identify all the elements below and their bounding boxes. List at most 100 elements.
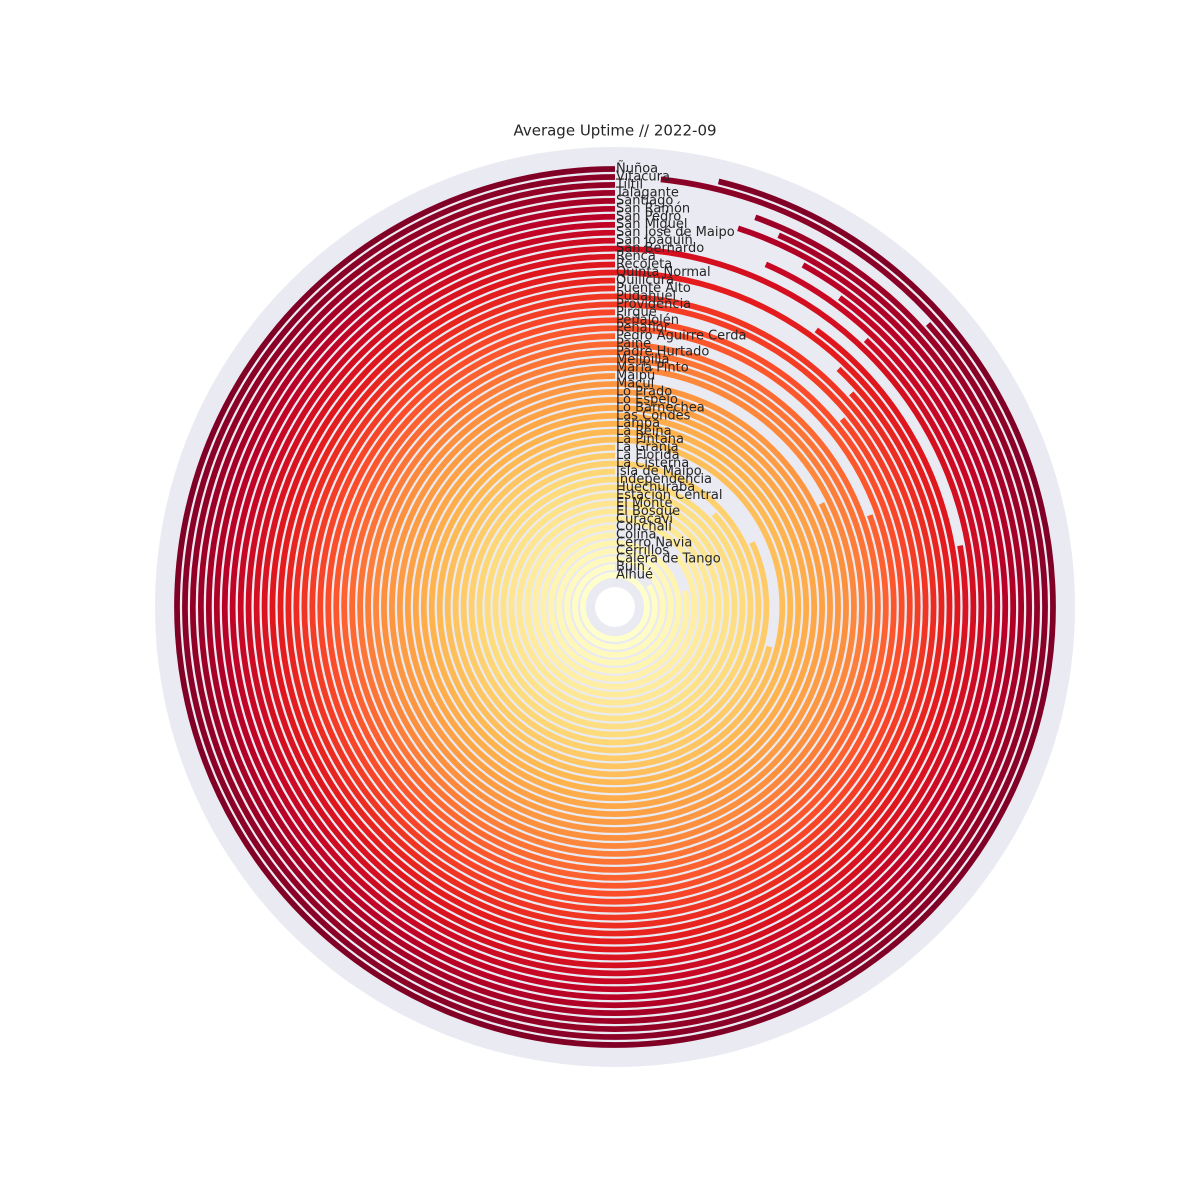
bar: [285, 277, 945, 937]
bar: [301, 293, 929, 921]
category-label: Huechuraba: [616, 480, 695, 495]
bar: [444, 436, 786, 778]
bar: [548, 540, 682, 674]
category-label: María Pinto: [616, 361, 689, 376]
category-label: Lo Barnechea: [616, 400, 705, 415]
category-label: Alhué: [616, 568, 653, 583]
bar: [261, 253, 969, 961]
category-label: Talagante: [615, 185, 679, 200]
category-label: El Bosque: [616, 504, 680, 519]
category-label: Renca: [616, 249, 656, 264]
bar: [205, 197, 1025, 1017]
category-label: Maipú: [616, 368, 655, 383]
bar: [198, 190, 1032, 1024]
center-hole: [595, 587, 635, 627]
bar: [237, 229, 993, 985]
bar: [476, 468, 754, 746]
category-label: Peñaflor: [616, 321, 670, 336]
bar: [253, 245, 977, 969]
bar: [357, 349, 873, 865]
category-label: Pudahuel: [616, 289, 676, 304]
bar: [500, 492, 730, 722]
category-label: Tiltil: [615, 177, 643, 192]
bar: [540, 532, 690, 682]
category-label: Calera de Tango: [616, 552, 721, 567]
category-label: Isla de Maipo: [616, 464, 702, 479]
bar: [516, 508, 714, 706]
bar: [190, 182, 1040, 1032]
category-label: San José de Maipo: [616, 225, 735, 240]
category-label: Cerro Navia: [616, 536, 692, 551]
category-label: El Monte: [616, 496, 672, 511]
category-label: San Ramón: [616, 201, 690, 216]
category-label: San Bernardo: [616, 241, 704, 256]
bar: [333, 325, 897, 889]
category-label: La Pintana: [616, 432, 684, 447]
category-label: Peñalolén: [616, 313, 679, 328]
category-label: Padre Hurtado: [616, 345, 709, 360]
category-label: San Pedro: [616, 209, 681, 224]
category-label: La Cisterna: [616, 456, 689, 471]
bar: [580, 572, 650, 642]
bar: [484, 476, 746, 738]
bar: [221, 213, 1009, 1001]
category-label: Buin: [616, 560, 645, 575]
bar: [269, 261, 961, 953]
bar: [182, 174, 1048, 1040]
bar: [508, 500, 722, 714]
bar: [404, 396, 826, 818]
category-label: Puente Alto: [616, 281, 691, 296]
category-label: Lo Prado: [616, 384, 672, 399]
bar: [341, 333, 889, 881]
bar: [452, 444, 773, 770]
bar: [174, 166, 1056, 1048]
category-label: La Reina: [616, 424, 672, 439]
bar: [420, 412, 810, 802]
category-label: Curacaví: [616, 512, 673, 527]
bar: [213, 205, 1017, 1009]
bar: [572, 564, 658, 650]
category-label: Pedro Aguirre Cerda: [616, 329, 746, 344]
bar: [309, 301, 921, 913]
bar: [532, 524, 698, 690]
category-label: Colina: [616, 528, 656, 543]
category-label: Macul: [616, 376, 654, 391]
category-label: Pirque: [616, 305, 657, 320]
bar: [325, 317, 905, 897]
bar: [397, 389, 833, 825]
category-label: Santiago: [616, 193, 673, 208]
category-label: Ñuñoa: [616, 161, 658, 177]
bar: [381, 373, 849, 841]
bar: [428, 420, 802, 794]
bar: [564, 556, 666, 658]
bar: [412, 404, 818, 810]
bar: [373, 365, 857, 849]
bar: [468, 460, 762, 754]
category-label: Quilicura: [616, 273, 674, 288]
category-label: La Granja: [616, 440, 679, 455]
category-label: Recoleta: [616, 257, 672, 272]
category-label: Lampa: [616, 416, 660, 431]
bar: [317, 309, 913, 905]
category-label: San Joaquín: [616, 233, 693, 248]
category-label: Vitacura: [616, 169, 670, 184]
bar: [245, 237, 985, 977]
category-label: Independencia: [616, 472, 712, 487]
bar: [389, 381, 841, 833]
category-label: San Miguel: [616, 217, 688, 232]
bar: [293, 285, 937, 929]
category-label: Las Condes: [616, 408, 691, 423]
category-label: Quinta Normal: [616, 265, 711, 280]
bar: [492, 484, 738, 730]
category-label: La Florida: [616, 448, 680, 463]
category-label: Paine: [616, 337, 651, 352]
category-label: Melipilla: [616, 353, 670, 368]
bar: [436, 428, 794, 786]
bars: [174, 166, 1056, 1048]
bar: [229, 221, 1001, 993]
bar: [524, 516, 706, 698]
bar: [349, 341, 881, 873]
bar: [365, 357, 865, 857]
